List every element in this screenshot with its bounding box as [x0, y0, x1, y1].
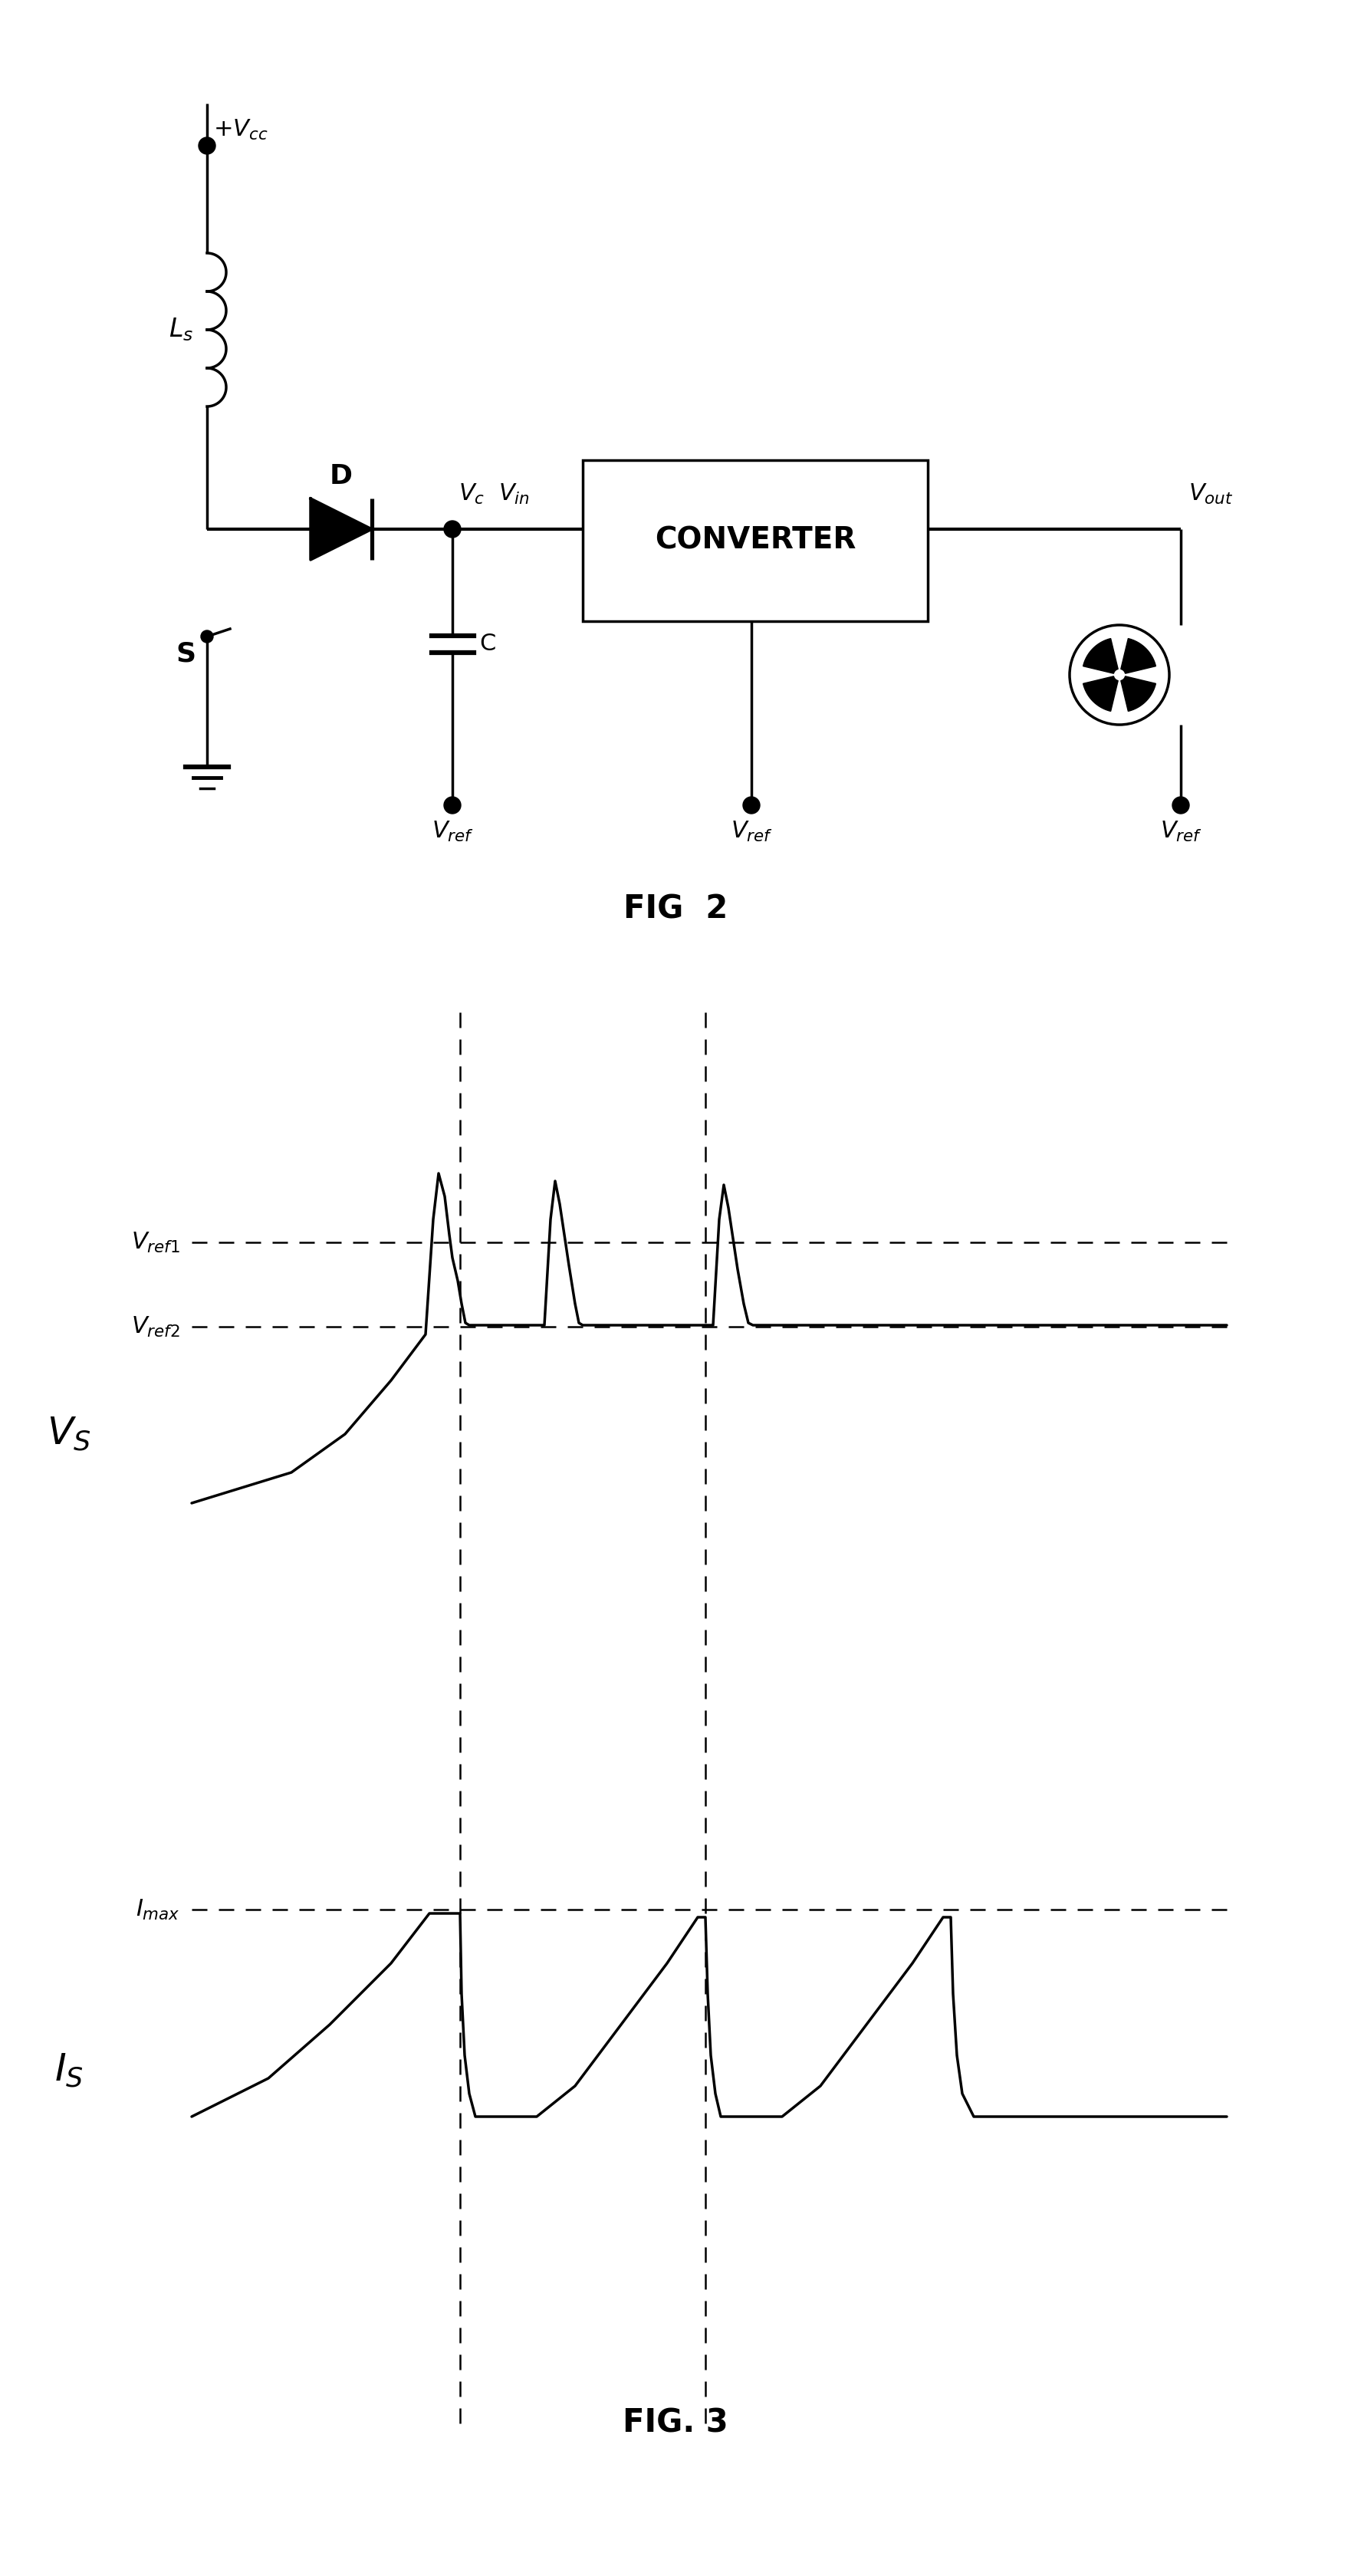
- Circle shape: [444, 520, 461, 538]
- Text: S: S: [176, 641, 196, 667]
- Circle shape: [444, 796, 461, 814]
- Text: $V_{ref}$: $V_{ref}$: [1159, 819, 1202, 845]
- Text: $V_c$: $V_c$: [458, 482, 485, 505]
- Text: $I_S$: $I_S$: [54, 2053, 84, 2089]
- Text: $I_{max}$: $I_{max}$: [136, 1899, 180, 1922]
- Text: $L_s$: $L_s$: [169, 317, 193, 343]
- Text: $V_{ref}$: $V_{ref}$: [431, 819, 473, 845]
- Polygon shape: [1121, 677, 1156, 711]
- Text: FIG. 3: FIG. 3: [623, 2409, 728, 2439]
- Bar: [582, 461, 928, 621]
- Circle shape: [743, 796, 759, 814]
- Text: $V_{ref}$: $V_{ref}$: [731, 819, 773, 845]
- Text: $V_{ref1}$: $V_{ref1}$: [131, 1231, 180, 1255]
- Text: $V_{ref2}$: $V_{ref2}$: [131, 1314, 180, 1340]
- Polygon shape: [1084, 677, 1119, 711]
- Circle shape: [201, 631, 213, 641]
- Text: $V_{out}$: $V_{out}$: [1189, 482, 1233, 505]
- Polygon shape: [1084, 639, 1119, 672]
- Text: D: D: [330, 464, 353, 489]
- Text: C: C: [480, 634, 496, 654]
- Text: $V_{in}$: $V_{in}$: [499, 482, 530, 505]
- Text: $+V_{cc}$: $+V_{cc}$: [213, 118, 267, 142]
- Text: CONVERTER: CONVERTER: [655, 526, 855, 556]
- Text: FIG  2: FIG 2: [623, 894, 728, 925]
- Circle shape: [199, 137, 215, 155]
- Text: $V_S$: $V_S$: [47, 1417, 91, 1453]
- Circle shape: [1173, 796, 1189, 814]
- Polygon shape: [1121, 639, 1156, 672]
- Polygon shape: [311, 500, 372, 559]
- Circle shape: [1070, 626, 1169, 724]
